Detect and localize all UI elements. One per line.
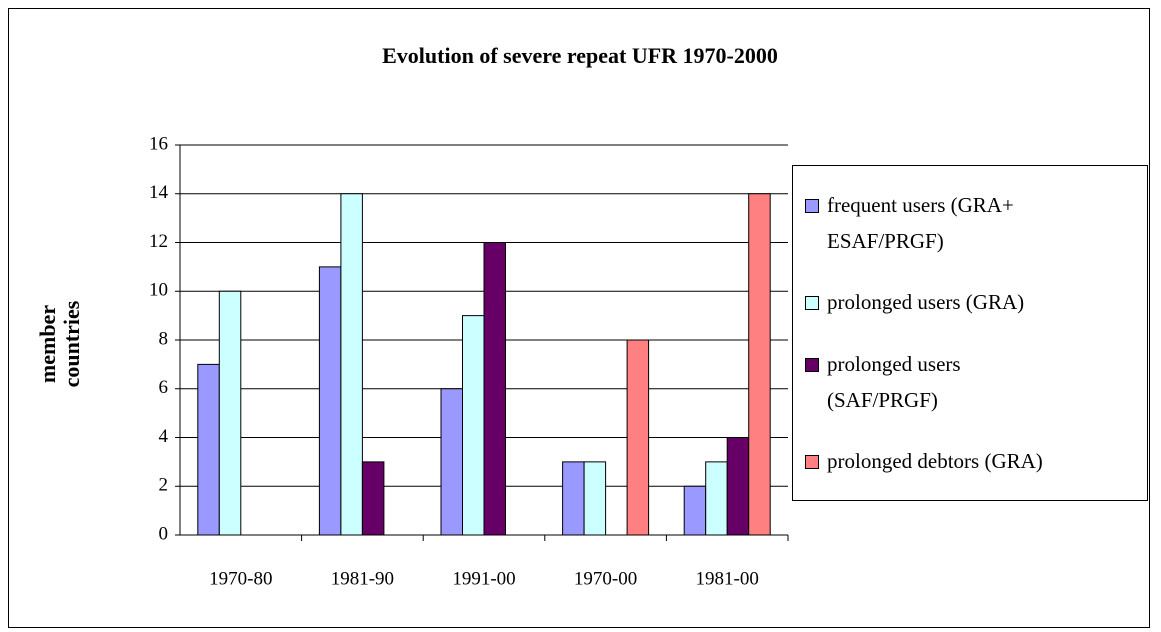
- legend-entry: prolonged debtors (GRA): [805, 443, 1141, 479]
- legend-swatch: [805, 357, 819, 372]
- legend-swatch: [805, 296, 819, 311]
- y-tick-label: 8: [159, 328, 169, 349]
- y-tick-label: 12: [149, 231, 168, 252]
- bar: [583, 461, 607, 536]
- bar: [562, 461, 585, 536]
- y-tick-label: 2: [159, 475, 169, 496]
- y-axis-label: member countries: [35, 300, 84, 388]
- bar: [318, 266, 342, 536]
- y-tick-label: 16: [149, 133, 168, 154]
- x-tick-label: 1981-00: [696, 568, 759, 589]
- legend-swatch: [805, 198, 819, 213]
- x-tick-label: 1970-00: [574, 568, 637, 589]
- bar: [705, 461, 728, 536]
- x-tick-label: 1981-90: [331, 568, 394, 589]
- y-tick-label: 14: [149, 182, 169, 203]
- bar: [440, 388, 463, 536]
- legend-label: prolonged users (GRA): [827, 290, 1025, 315]
- legend-label: prolonged users (SAF/PRGF): [827, 351, 961, 412]
- legend-entry: frequent users (GRA+ ESAF/PRGF): [805, 187, 1141, 259]
- legend-swatch: [805, 455, 819, 470]
- bar: [361, 461, 385, 536]
- chart-title: Evolution of severe repeat UFR 1970-2000: [382, 43, 778, 68]
- bar: [726, 437, 750, 536]
- bar: [683, 485, 707, 536]
- legend-entry: prolonged users (GRA): [805, 284, 1141, 320]
- legend-label: frequent users (GRA+ ESAF/PRGF): [827, 192, 1014, 253]
- bar: [483, 242, 506, 536]
- x-tick-label: 1970-80: [209, 568, 272, 589]
- y-tick-label: 0: [159, 523, 169, 544]
- bar: [626, 339, 650, 536]
- bar: [340, 193, 363, 536]
- bar: [197, 363, 220, 536]
- legend-label: prolonged debtors (GRA): [827, 449, 1043, 474]
- legend: frequent users (GRA+ ESAF/PRGF) prolonged…: [792, 165, 1148, 501]
- bar: [748, 193, 771, 536]
- chart-frame: [8, 8, 1150, 628]
- y-tick-label: 6: [159, 377, 169, 398]
- bar: [462, 315, 485, 536]
- bar: [218, 290, 242, 536]
- y-tick-label: 4: [159, 426, 169, 447]
- y-tick-label: 10: [149, 280, 168, 301]
- x-tick-label: 1991-00: [452, 568, 515, 589]
- legend-entry: prolonged users (SAF/PRGF): [805, 346, 1141, 418]
